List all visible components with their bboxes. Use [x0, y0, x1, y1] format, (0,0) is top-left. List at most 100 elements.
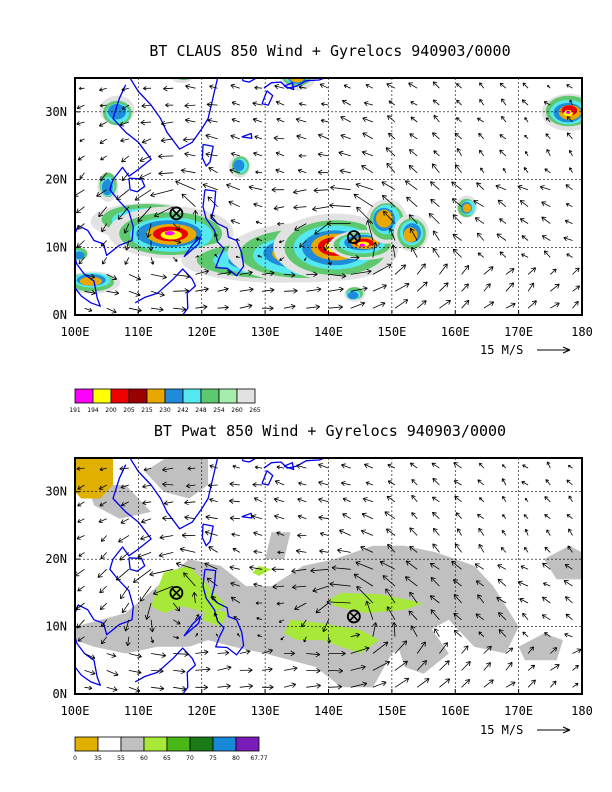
wind-vector	[565, 184, 573, 191]
colorbar-label: 35	[94, 755, 102, 762]
gyre-location-marker	[169, 585, 184, 600]
wind-vector	[452, 233, 462, 241]
wind-vector	[318, 497, 329, 503]
wind-vector	[372, 622, 378, 637]
wind-vector	[522, 612, 529, 621]
wind-vector	[148, 240, 154, 252]
coastline	[183, 236, 202, 258]
wind-vector	[361, 150, 374, 157]
wind-vector	[356, 206, 374, 224]
x-tick-label: 180	[571, 704, 593, 718]
wind-vector	[187, 466, 196, 471]
wind-vector	[566, 253, 573, 258]
wind-vector	[139, 155, 152, 162]
wind-vector	[572, 682, 579, 688]
wind-vector	[175, 180, 196, 191]
wind-vector	[385, 528, 396, 536]
wind-vector	[275, 100, 285, 106]
wind-vector	[79, 172, 85, 180]
wind-vector	[134, 189, 152, 201]
wind-vector	[502, 167, 507, 174]
wind-vector	[151, 652, 167, 658]
wind-vector	[499, 218, 507, 224]
wind-vector	[261, 270, 275, 277]
wind-vector	[478, 527, 485, 536]
wind-vector	[128, 290, 141, 297]
wind-vector	[184, 102, 196, 109]
wind-vector	[416, 281, 428, 292]
wind-vector	[99, 103, 107, 108]
wind-vector	[123, 223, 130, 234]
wind-vector	[394, 283, 410, 292]
colorbar-swatch	[128, 388, 148, 404]
wind-vector	[432, 477, 440, 486]
wind-vector	[543, 250, 551, 258]
wind-vector	[76, 104, 85, 110]
wind-vector	[505, 268, 515, 275]
wind-vector	[184, 151, 196, 157]
panel1-wind-vectors	[75, 81, 581, 314]
wind-vector	[483, 301, 495, 309]
wind-vector	[217, 270, 232, 276]
wind-vector	[142, 500, 152, 506]
wind-vector	[133, 568, 152, 583]
wind-vector	[365, 600, 374, 620]
wind-vector	[210, 214, 218, 224]
wind-vector	[312, 206, 329, 212]
colorbar-swatch	[235, 736, 260, 752]
wind-vector	[353, 573, 374, 587]
wind-vector	[172, 257, 178, 262]
wind-vector	[384, 511, 396, 520]
wind-vector	[101, 223, 108, 233]
wind-vector	[229, 498, 240, 504]
wind-vector	[77, 636, 85, 642]
wind-vector	[541, 235, 551, 241]
wind-vector	[566, 514, 573, 520]
wind-vector	[432, 99, 440, 106]
wind-vector	[409, 462, 418, 469]
wind-vector	[321, 102, 329, 107]
x-tick-label: 180	[571, 325, 593, 339]
wind-vector	[545, 133, 551, 140]
wind-vector	[563, 580, 573, 587]
wind-vector	[499, 251, 507, 258]
wind-vector	[327, 636, 331, 644]
wind-vector	[409, 545, 418, 553]
x-tick-label: 160E	[441, 704, 470, 718]
wind-vector	[499, 82, 507, 89]
x-tick-label: 170E	[504, 325, 533, 339]
wind-vector	[279, 257, 285, 261]
wind-vector	[565, 596, 573, 604]
wind-vector	[184, 499, 196, 506]
wind-vector	[195, 304, 208, 310]
wind-vector	[428, 213, 440, 224]
wind-vector	[159, 534, 174, 540]
wind-vector	[207, 118, 218, 124]
wind-vector	[566, 116, 573, 123]
wind-vector	[106, 652, 117, 658]
wind-vector	[497, 199, 507, 208]
wind-vector	[502, 495, 507, 503]
wind-vector	[339, 168, 351, 174]
wind-vector	[278, 619, 285, 623]
wind-vector	[453, 480, 462, 486]
wind-vector	[499, 134, 507, 140]
wind-vector	[150, 189, 174, 198]
wind-vector	[517, 580, 529, 587]
wind-vector	[564, 632, 573, 638]
wind-vector	[217, 665, 232, 671]
wind-vector	[404, 576, 418, 587]
wind-vector	[125, 636, 131, 647]
wind-vector	[416, 300, 427, 309]
wind-vector	[521, 99, 529, 106]
wind-vector	[544, 496, 551, 503]
wind-vector	[253, 151, 263, 157]
y-tick-label: 0N	[53, 687, 67, 701]
wind-vector	[474, 217, 485, 224]
wind-vector	[101, 257, 108, 265]
y-tick-label: 10N	[45, 620, 67, 634]
wind-vector	[184, 514, 196, 521]
wind-vector	[162, 466, 174, 473]
wind-vector	[261, 305, 274, 312]
wind-vector	[328, 650, 346, 657]
